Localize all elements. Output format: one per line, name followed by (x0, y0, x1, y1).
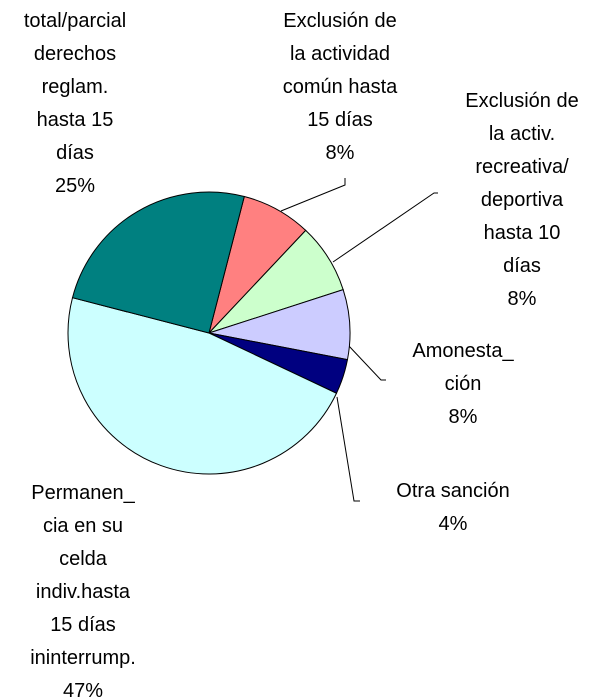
slice-label: Otra sanción (396, 480, 509, 502)
leader-line (280, 178, 346, 212)
leader-line (347, 344, 386, 381)
value-label: 4% (439, 513, 468, 535)
pie-slice (71, 191, 245, 334)
value-label: 47% (63, 680, 103, 698)
slice-label: total/parcial derechos reglam. hasta 15 días (24, 10, 126, 164)
leader-line (336, 396, 360, 502)
slice-label: Amonesta_ ción (412, 340, 514, 395)
value-label: 8% (449, 406, 478, 428)
slice-label: Exclusión de la actividad común hasta 15 dí… (283, 10, 398, 131)
value-label: 8% (508, 288, 537, 310)
value-label: 8% (326, 142, 355, 164)
leader-line (332, 192, 438, 263)
pie-slice (67, 297, 338, 475)
value-label: 25% (55, 175, 95, 197)
slice-label: Permanen_ cia en su celda indiv.hasta 15 día… (30, 482, 136, 669)
slice-label: Exclusión de la activ. recreativa/deportiv… (465, 90, 578, 277)
